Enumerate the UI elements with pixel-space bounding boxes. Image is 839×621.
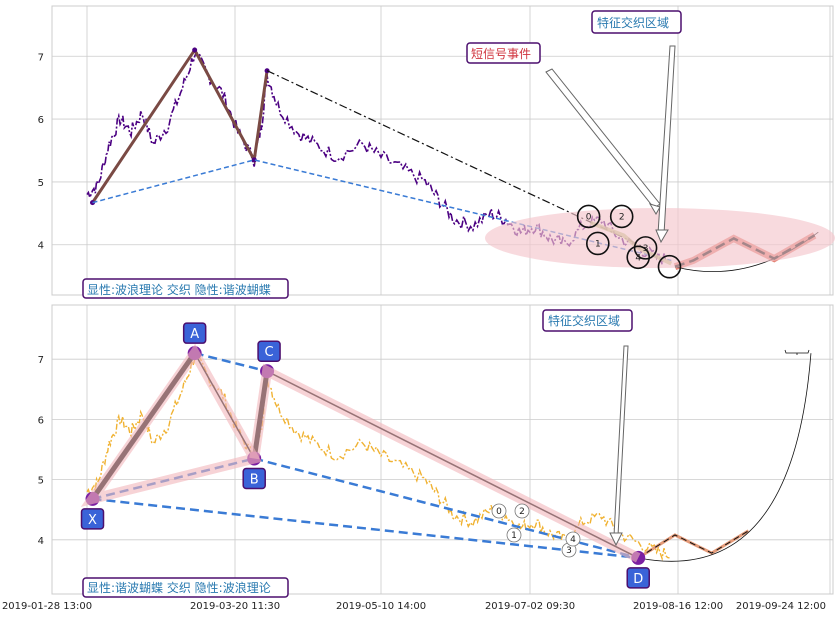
label-layer: 4 5 6 7 4 5 6 7 2019-01-28 13:00 2019-03-20 11:30… xyxy=(2,52,826,612)
top-wave-marker xyxy=(586,231,610,256)
harmonic-connector xyxy=(92,497,639,560)
bottom-feature-zone-text: 特征交织区域 xyxy=(548,313,620,328)
top-wave-marker xyxy=(633,236,658,260)
y-tick-label: 7 xyxy=(38,52,44,63)
top-wave-point xyxy=(251,157,257,163)
y-tick-label: 6 xyxy=(38,415,44,426)
bottom-caption: 显性:谐波蝴蝶 交织 隐性:波浪理论 xyxy=(82,577,289,598)
y-tick-label: 7 xyxy=(38,355,44,366)
bottom-wave-marker xyxy=(514,503,530,519)
x-tick-label: 2019-03-20 11:30 xyxy=(190,601,280,612)
top-wave-marker xyxy=(657,254,682,279)
y-tick-label: 5 xyxy=(38,476,44,487)
bottom-projection-curve xyxy=(638,353,812,562)
bottom-wave-number: 4 xyxy=(570,535,576,545)
x-tick-label: 2019-09-24 12:00 xyxy=(736,601,826,612)
bottom-wave-number: 1 xyxy=(511,531,517,541)
harmonic-label-box xyxy=(626,567,650,589)
harmonic-connector xyxy=(194,351,268,373)
harmonic-highlight-2 xyxy=(249,363,641,563)
x-tick-label: 2019-05-10 14:00 xyxy=(336,601,426,612)
top-wave-line xyxy=(91,47,269,204)
y-tick-label: 6 xyxy=(38,115,44,126)
overlay-layer xyxy=(80,45,835,563)
top-feature-zone-box: 特征交织区域 xyxy=(591,10,682,34)
harmonic-label: B xyxy=(250,473,259,488)
top-wave-marker xyxy=(609,204,634,229)
bottom-projection-cap xyxy=(784,349,810,355)
bottom-feature-zone-box: 特征交织区域 xyxy=(542,309,633,332)
harmonic-label: C xyxy=(265,345,274,360)
top-wave-marker xyxy=(626,245,651,270)
harmonic-highlight-1 xyxy=(80,343,262,507)
bottom-plot-area xyxy=(51,304,834,595)
top-wave-point xyxy=(192,47,198,53)
top-caption: 显性:波浪理论 交织 隐性:谐波蝴蝶 xyxy=(82,278,289,299)
harmonic-label: D xyxy=(633,572,643,587)
bottom-feature-arrowhead xyxy=(609,532,623,547)
x-tick-label: 2019-07-02 09:30 xyxy=(485,601,575,612)
bottom-caption-text: 显性:谐波蝴蝶 交织 隐性:波浪理论 xyxy=(87,580,271,595)
harmonic-label: A xyxy=(190,327,199,342)
bottom-price-series xyxy=(86,354,670,562)
short-signal-text: 短信号事件 xyxy=(471,47,531,61)
x-tick-label: 2019-08-16 12:00 xyxy=(633,601,723,612)
bottom-forecast-line xyxy=(637,530,749,559)
short-signal-box: 短信号事件 xyxy=(466,42,541,64)
bottom-wave-marker xyxy=(565,531,581,547)
top-wave-number: 2 xyxy=(619,212,625,222)
top-wave-marker xyxy=(576,204,601,229)
y-tick-label: 4 xyxy=(38,536,44,547)
top-caption-text: 显性:波浪理论 交织 隐性:谐波蝴蝶 xyxy=(87,282,271,297)
bottom-wave-number: 0 xyxy=(496,507,502,517)
bottom-wave-number: 2 xyxy=(519,507,525,517)
top-wave-number: 1 xyxy=(595,239,601,249)
top-wave-number: 3 xyxy=(643,244,649,254)
harmonic-label-box xyxy=(182,322,207,344)
bottom-wave-marker xyxy=(506,527,522,543)
short-signal-arrowhead xyxy=(648,203,661,215)
harmonic-label-box xyxy=(80,508,105,530)
bottom-wave-marker xyxy=(491,503,507,519)
harmonic-label-box xyxy=(242,467,266,490)
top-feature-zone-text: 特征交织区域 xyxy=(597,15,669,30)
harmonic-label: X xyxy=(88,513,97,528)
top-wave-number: 0 xyxy=(586,212,592,222)
top-wave-number: 4 xyxy=(635,253,641,263)
harmonic-label-box xyxy=(257,340,281,362)
x-tick-label: 2019-01-28 13:00 xyxy=(2,601,92,612)
y-tick-label: 5 xyxy=(38,178,44,189)
y-tick-label: 4 xyxy=(38,241,44,252)
bottom-wave-number: 3 xyxy=(566,546,572,556)
top-feature-arrowhead xyxy=(655,229,669,244)
